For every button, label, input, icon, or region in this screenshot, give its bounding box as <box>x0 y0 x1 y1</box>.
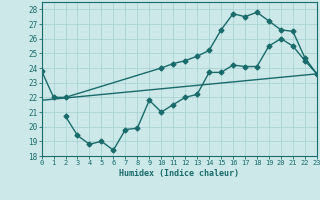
X-axis label: Humidex (Indice chaleur): Humidex (Indice chaleur) <box>119 169 239 178</box>
